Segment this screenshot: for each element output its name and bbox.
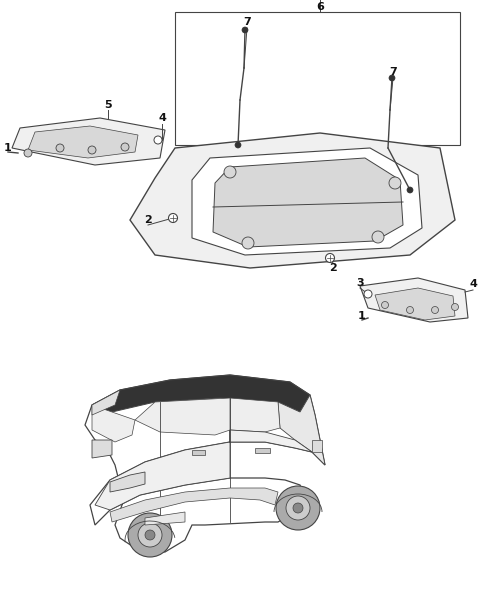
Polygon shape [92, 390, 120, 415]
Text: 2: 2 [144, 215, 152, 225]
Circle shape [286, 496, 310, 520]
Polygon shape [312, 440, 322, 452]
Circle shape [407, 187, 413, 193]
Polygon shape [230, 430, 312, 452]
Circle shape [325, 253, 335, 263]
Circle shape [432, 307, 439, 313]
Polygon shape [192, 148, 422, 255]
Text: 1: 1 [4, 143, 12, 153]
Polygon shape [360, 278, 468, 322]
Polygon shape [135, 398, 230, 435]
Polygon shape [278, 395, 325, 465]
Circle shape [382, 302, 388, 308]
Circle shape [138, 523, 162, 547]
Text: 7: 7 [389, 67, 397, 77]
Text: 3: 3 [356, 278, 364, 288]
Circle shape [364, 290, 372, 298]
Circle shape [407, 307, 413, 313]
Polygon shape [28, 126, 138, 158]
Text: 2: 2 [329, 263, 337, 273]
Circle shape [121, 143, 129, 151]
Circle shape [372, 231, 384, 243]
Circle shape [235, 142, 241, 148]
Text: 1: 1 [358, 311, 366, 321]
Polygon shape [130, 133, 455, 268]
Polygon shape [92, 405, 135, 442]
Polygon shape [12, 118, 165, 165]
Polygon shape [255, 448, 270, 453]
Polygon shape [92, 440, 112, 458]
Circle shape [56, 144, 64, 152]
Circle shape [88, 146, 96, 154]
Polygon shape [230, 398, 280, 432]
Circle shape [293, 503, 303, 513]
Text: 4: 4 [469, 279, 477, 289]
Text: 7: 7 [243, 17, 251, 27]
Circle shape [224, 166, 236, 178]
Circle shape [276, 486, 320, 530]
Text: 4: 4 [158, 113, 166, 123]
Polygon shape [110, 472, 145, 492]
Polygon shape [110, 488, 278, 522]
Polygon shape [213, 158, 403, 247]
Bar [175, 12, 460, 145]
Circle shape [24, 149, 32, 157]
Text: 6: 6 [316, 2, 324, 12]
Text: 5: 5 [104, 100, 112, 110]
Polygon shape [85, 375, 325, 552]
Polygon shape [92, 375, 310, 412]
Polygon shape [375, 288, 455, 320]
Circle shape [128, 513, 172, 557]
Polygon shape [192, 450, 205, 455]
Circle shape [168, 214, 178, 223]
Circle shape [242, 27, 248, 33]
Circle shape [242, 237, 254, 249]
Circle shape [145, 530, 155, 540]
Circle shape [389, 75, 395, 81]
Circle shape [154, 136, 162, 144]
Circle shape [452, 304, 458, 310]
Polygon shape [145, 512, 185, 525]
Circle shape [389, 177, 401, 189]
Polygon shape [95, 430, 230, 510]
